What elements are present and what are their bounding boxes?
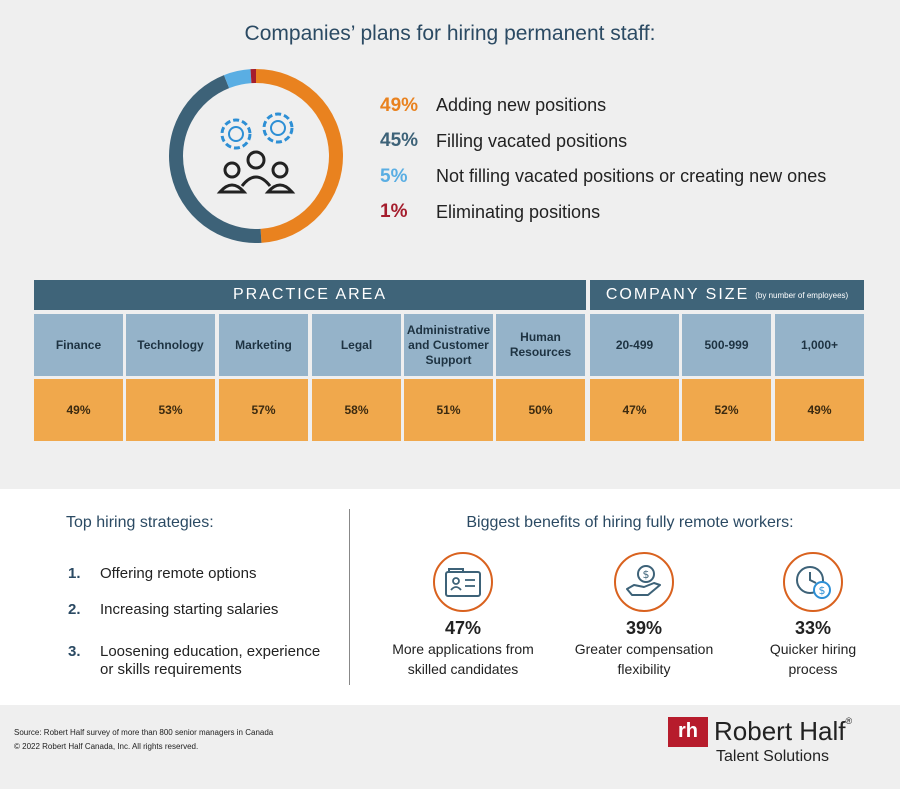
benefit-item: $ 39% Greater compensation flexibility <box>559 552 729 679</box>
strategy-item: 1. Offering remote options <box>68 565 256 582</box>
donut-chart <box>169 69 343 243</box>
logo-name: Robert Half <box>714 716 846 746</box>
money-hand-icon: $ <box>614 552 674 612</box>
svg-text:$: $ <box>643 568 650 581</box>
team-gears-icon <box>216 112 296 194</box>
benefit-percent: 47% <box>444 618 482 638</box>
legend-label: Adding new positions <box>436 95 607 116</box>
value-cell: 49% <box>34 379 123 441</box>
legend-item: 1% Eliminating positions <box>380 195 826 231</box>
strategy-text: Offering remote options <box>100 565 257 582</box>
clock-dollar-icon: $ <box>783 552 843 612</box>
strategy-number: 3. <box>68 643 81 660</box>
robert-half-logo: rh Robert Half® <box>668 716 852 747</box>
legend-item: 49% Adding new positions <box>380 88 826 124</box>
applications-icon <box>433 552 493 612</box>
benefit-item: 47% More applications from skilled candi… <box>378 552 548 679</box>
category-cell: Administrative and Customer Support <box>404 314 493 376</box>
strategies-title: Top hiring strategies: <box>66 514 214 531</box>
page-title: Companies’ plans for hiring permanent st… <box>244 22 656 45</box>
benefit-percent: 33% <box>794 618 832 638</box>
legend-label: Not filling vacated positions or creatin… <box>436 166 827 187</box>
value-cell: 52% <box>682 379 771 441</box>
registered-mark: ® <box>845 716 853 726</box>
group-header-label: COMPANY SIZE <box>605 286 750 303</box>
value-cell: 50% <box>496 379 585 441</box>
divider <box>349 509 350 685</box>
strategy-item: 3. Loosening education, experience or sk… <box>68 643 320 679</box>
category-cell: Marketing <box>219 314 308 376</box>
benefit-label: More applications from skilled candidate… <box>392 641 534 677</box>
category-cell: Legal <box>312 314 401 376</box>
category-cell: Finance <box>34 314 123 376</box>
category-cell: Technology <box>126 314 215 376</box>
benefit-label: Quicker hiring process <box>769 641 857 677</box>
group-header-practice-area: PRACTICE AREA <box>34 280 586 310</box>
value-cell: 57% <box>219 379 308 441</box>
category-cell: 20-499 <box>590 314 679 376</box>
copyright-note: © 2022 Robert Half Canada, Inc. All righ… <box>14 742 199 751</box>
benefit-label: Greater compensation flexibility <box>574 641 714 677</box>
donut-legend: 49% Adding new positions 45% Filling vacate… <box>380 88 826 230</box>
legend-percent: 45% <box>380 130 419 152</box>
legend-item: 5% Not filling vacated positions or creat… <box>380 159 826 195</box>
group-header-company-size: COMPANY SIZE (by number of employees) <box>590 280 864 310</box>
value-cell: 49% <box>775 379 864 441</box>
strategy-text: Increasing starting salaries <box>100 601 279 618</box>
value-cell: 51% <box>404 379 493 441</box>
logo-subtitle: Talent Solutions <box>716 748 829 765</box>
category-cell: 1,000+ <box>775 314 864 376</box>
legend-label: Eliminating positions <box>436 201 601 222</box>
group-header-note: (by number of employees) <box>755 290 849 300</box>
logo-mark: rh <box>668 716 708 747</box>
donut-slice-0 <box>255 69 343 243</box>
svg-text:$: $ <box>819 584 826 597</box>
benefit-item: $ 33% Quicker hiring process <box>728 552 898 679</box>
category-cell: Human Resources <box>496 314 585 376</box>
strategy-number: 2. <box>68 601 81 618</box>
source-note: Source: Robert Half survey of more than … <box>14 728 274 737</box>
value-cell: 47% <box>590 379 679 441</box>
benefits-title: Biggest benefits of hiring fully remote … <box>466 514 794 531</box>
legend-percent: 5% <box>380 165 408 187</box>
value-cell: 58% <box>312 379 401 441</box>
hiring-table: PRACTICE AREA COMPANY SIZE (by number of e… <box>34 280 864 442</box>
category-cell: 500-999 <box>682 314 771 376</box>
strategy-number: 1. <box>68 565 81 582</box>
bottom-panel: Top hiring strategies: 1. Offering remot… <box>0 489 900 705</box>
donut-slice-2 <box>223 69 252 89</box>
strategy-text: Loosening education, experience or skill… <box>100 643 321 678</box>
benefit-percent: 39% <box>625 618 663 638</box>
legend-percent: 49% <box>380 94 419 116</box>
strategy-item: 2. Increasing starting salaries <box>68 601 278 618</box>
legend-item: 45% Filling vacated positions <box>380 124 826 160</box>
legend-percent: 1% <box>380 201 408 223</box>
donut-slice-1 <box>169 75 262 243</box>
legend-label: Filling vacated positions <box>436 130 628 151</box>
value-cell: 53% <box>126 379 215 441</box>
